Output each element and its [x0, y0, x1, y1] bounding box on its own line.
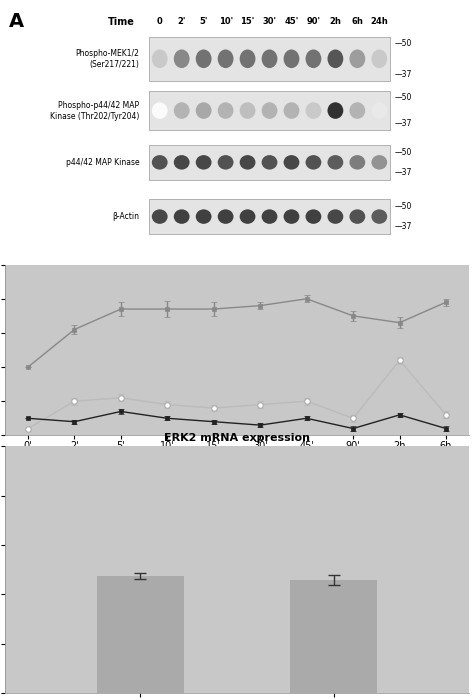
- Ellipse shape: [372, 102, 387, 119]
- Ellipse shape: [349, 209, 365, 224]
- Bar: [97, 575, 184, 693]
- Bar: [149, 145, 390, 180]
- Text: A: A: [9, 12, 25, 31]
- Ellipse shape: [240, 50, 255, 68]
- Ellipse shape: [240, 155, 255, 169]
- Ellipse shape: [328, 50, 343, 68]
- Ellipse shape: [196, 155, 211, 169]
- Text: β-Actin: β-Actin: [112, 212, 139, 221]
- Text: —37: —37: [395, 168, 412, 177]
- Text: —50: —50: [395, 202, 412, 211]
- Ellipse shape: [262, 50, 277, 68]
- Ellipse shape: [349, 155, 365, 169]
- Ellipse shape: [328, 155, 343, 169]
- Text: —37: —37: [395, 223, 412, 232]
- Text: 2h: 2h: [329, 17, 341, 26]
- Ellipse shape: [349, 50, 365, 68]
- Bar: [149, 199, 390, 234]
- Ellipse shape: [283, 155, 300, 169]
- Text: 90': 90': [306, 17, 320, 26]
- Text: 45': 45': [284, 17, 299, 26]
- Text: 10': 10': [219, 17, 233, 26]
- Ellipse shape: [196, 102, 211, 119]
- Text: —37: —37: [395, 119, 412, 128]
- Bar: [149, 91, 390, 130]
- Text: 0: 0: [157, 17, 163, 26]
- Text: p44/42 MAP Kinase: p44/42 MAP Kinase: [66, 158, 139, 167]
- Text: 15': 15': [240, 17, 255, 26]
- Ellipse shape: [262, 209, 277, 224]
- Text: 6h: 6h: [351, 17, 363, 26]
- Ellipse shape: [174, 50, 190, 68]
- Ellipse shape: [372, 209, 387, 224]
- Ellipse shape: [174, 155, 190, 169]
- Text: —50: —50: [395, 93, 412, 102]
- Ellipse shape: [306, 50, 321, 68]
- Ellipse shape: [218, 155, 234, 169]
- Ellipse shape: [328, 102, 343, 119]
- Ellipse shape: [196, 50, 211, 68]
- Bar: [149, 36, 390, 81]
- Text: Phospho-p44/42 MAP
Kinase (Thr202/Tyr204): Phospho-p44/42 MAP Kinase (Thr202/Tyr204…: [50, 101, 139, 120]
- Ellipse shape: [372, 155, 387, 169]
- Ellipse shape: [196, 209, 211, 224]
- Ellipse shape: [218, 102, 234, 119]
- Ellipse shape: [174, 102, 190, 119]
- Ellipse shape: [306, 102, 321, 119]
- Bar: [290, 580, 377, 693]
- Ellipse shape: [218, 209, 234, 224]
- Text: 5': 5': [200, 17, 208, 26]
- Text: 30': 30': [263, 17, 276, 26]
- Title: ERK2 mRNA expression: ERK2 mRNA expression: [164, 433, 310, 443]
- Text: —50: —50: [395, 39, 412, 48]
- Ellipse shape: [262, 102, 277, 119]
- Ellipse shape: [262, 155, 277, 169]
- Text: 24h: 24h: [371, 17, 388, 26]
- Ellipse shape: [283, 102, 300, 119]
- Ellipse shape: [152, 155, 168, 169]
- Ellipse shape: [218, 50, 234, 68]
- Ellipse shape: [306, 155, 321, 169]
- Text: —37: —37: [395, 69, 412, 78]
- Ellipse shape: [152, 50, 168, 68]
- Ellipse shape: [174, 209, 190, 224]
- Ellipse shape: [328, 209, 343, 224]
- Legend: P-MEK, P-MAPK, MAPK: P-MEK, P-MAPK, MAPK: [146, 507, 328, 524]
- Ellipse shape: [240, 209, 255, 224]
- Ellipse shape: [152, 209, 168, 224]
- Ellipse shape: [152, 102, 168, 119]
- Text: Time: Time: [108, 17, 135, 27]
- Ellipse shape: [240, 102, 255, 119]
- Text: —50: —50: [395, 148, 412, 157]
- Text: Phospho-MEK1/2
(Ser217/221): Phospho-MEK1/2 (Ser217/221): [75, 49, 139, 69]
- Ellipse shape: [306, 209, 321, 224]
- Text: 2': 2': [177, 17, 186, 26]
- Ellipse shape: [283, 50, 300, 68]
- Ellipse shape: [349, 102, 365, 119]
- Ellipse shape: [283, 209, 300, 224]
- Ellipse shape: [372, 50, 387, 68]
